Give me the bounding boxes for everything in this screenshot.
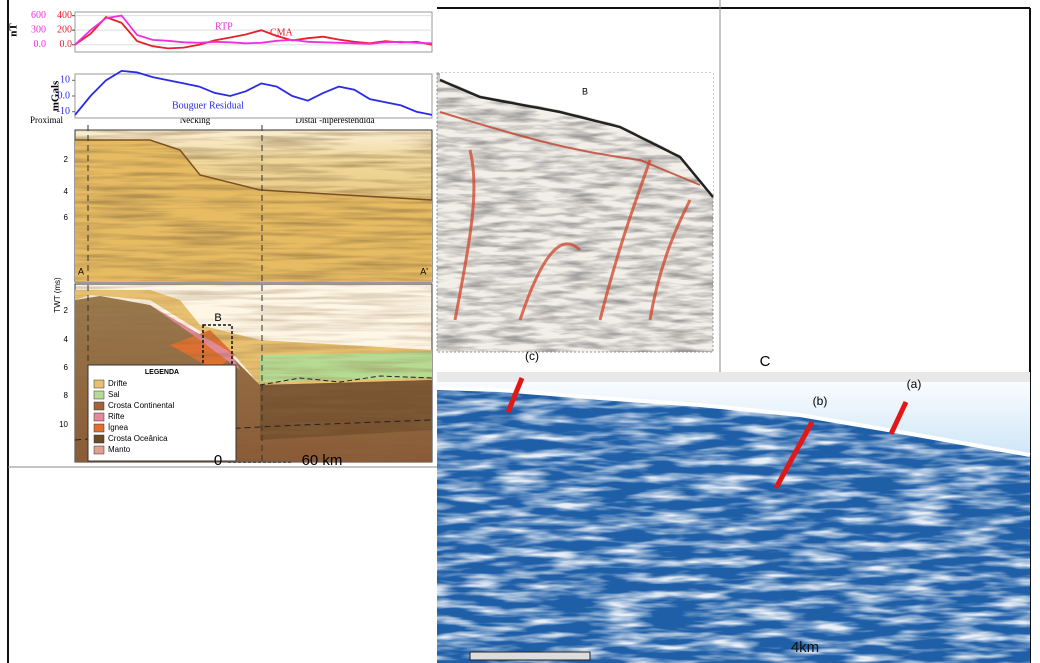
panel-label: B xyxy=(582,86,588,96)
panel-b: B xyxy=(437,73,713,352)
legend-label: Crosta Oceânica xyxy=(108,434,168,443)
depth-tick-label: 6 xyxy=(64,213,69,222)
legend-swatch xyxy=(94,435,104,443)
texture xyxy=(75,130,432,282)
y-tick-label: 200 xyxy=(57,24,72,35)
depth-tick-label: 4 xyxy=(64,187,69,196)
series-label: Bouguer Residual xyxy=(172,100,244,111)
y-tick-label: 400 xyxy=(57,10,72,21)
legend-label: Drifte xyxy=(108,379,128,388)
y-tick-label: 600 xyxy=(31,10,46,21)
y-tick-label: 300 xyxy=(31,24,46,35)
section-end-label: A' xyxy=(420,266,428,276)
legend-label: Manto xyxy=(108,445,131,454)
legend-swatch xyxy=(94,380,104,388)
legend-swatch xyxy=(94,402,104,410)
series-label: CMA xyxy=(270,27,294,38)
axis-title: TWT (ms) xyxy=(53,277,62,313)
legend-label: Rifte xyxy=(108,412,125,421)
legend-label: Crosta Continental xyxy=(108,401,174,410)
marker-label: (c) xyxy=(525,349,539,363)
legend-swatch xyxy=(94,413,104,421)
marker-label: (b) xyxy=(813,394,828,408)
depth-tick-label: 2 xyxy=(64,155,69,164)
scale-label: 0 xyxy=(214,452,222,469)
legend-swatch xyxy=(94,424,104,432)
panel-label: C xyxy=(760,353,771,370)
plot-frame xyxy=(75,74,432,118)
scale-label: 4km xyxy=(791,639,819,656)
section-end-label: A xyxy=(78,266,84,276)
panel-c: C (c) (b) (a) 4km xyxy=(437,349,1030,663)
axis-title: mGals xyxy=(50,80,62,111)
depth-tick-label: 6 xyxy=(64,363,69,372)
legend-label: Sal xyxy=(108,390,120,399)
depth-tick-label: 2 xyxy=(64,306,69,315)
scale-bar xyxy=(470,652,590,660)
scale-label: 60 km xyxy=(302,452,343,469)
depth-tick-label: 8 xyxy=(64,391,69,400)
y-tick-label: 0.0 xyxy=(60,39,73,50)
depth-tick-label: 10 xyxy=(59,420,68,429)
inset-label: B xyxy=(214,312,221,324)
y-tick-label: 0.0 xyxy=(34,39,47,50)
figure: Proximal Necking Distal -hiperestendida … xyxy=(0,0,1040,663)
legend-swatch xyxy=(94,391,104,399)
legend-label: Ígnea xyxy=(108,423,129,432)
axis-title: nT xyxy=(8,23,20,37)
series-label: RTP xyxy=(215,21,233,32)
legend: LEGENDA Drifte Sal Crosta Continental Rifte… xyxy=(88,365,236,461)
distance-strip xyxy=(437,372,1030,382)
upper-section xyxy=(75,130,432,282)
legend-swatch xyxy=(94,446,104,454)
legend-title: LEGENDA xyxy=(145,369,179,376)
marker-label: (a) xyxy=(907,377,922,391)
depth-tick-label: 4 xyxy=(64,335,69,344)
